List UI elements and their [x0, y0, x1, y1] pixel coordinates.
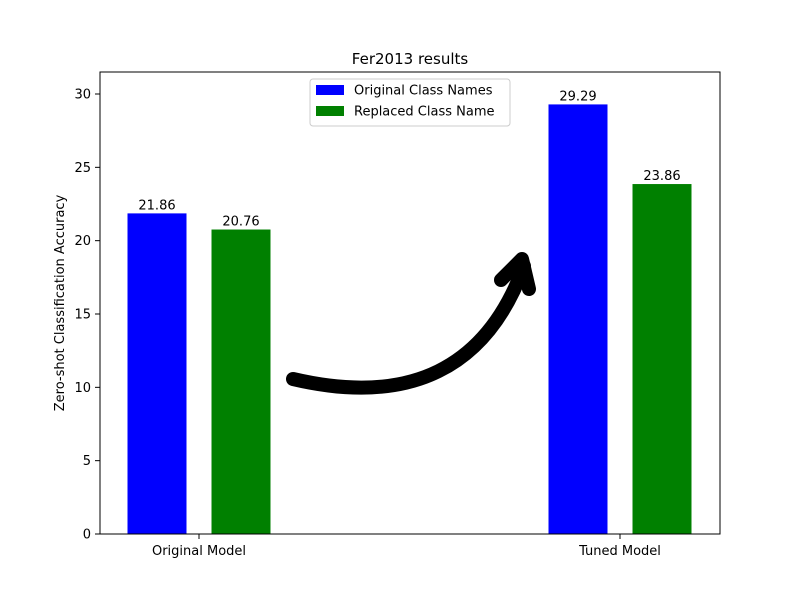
- y-tick-label: 10: [74, 381, 91, 396]
- x-tick-label: Original Model: [152, 544, 246, 559]
- bar-0-0: [127, 213, 187, 535]
- y-tick-label: 30: [74, 88, 91, 103]
- legend-swatch: [316, 106, 344, 116]
- legend-label: Replaced Class Name: [354, 105, 495, 120]
- arrow-head-icon: [494, 252, 536, 296]
- legend-box: [309, 78, 511, 127]
- bar-value-label: 29.29: [559, 89, 596, 104]
- chart-title: Fer2013 results: [352, 50, 469, 68]
- bar-value-label: 21.86: [138, 198, 175, 213]
- bar-labels-group: 21.86 29.29 20.76 23.86: [138, 89, 680, 229]
- bar-0-1: [211, 229, 271, 534]
- bar-value-label: 23.86: [643, 169, 680, 184]
- y-tick-label: 5: [83, 454, 91, 469]
- legend: Original Class Names Replaced Class Name: [309, 78, 511, 127]
- y-ticks-group: 0 5 10 15 20 25 30: [74, 88, 100, 543]
- bar-1-1: [632, 184, 692, 534]
- y-tick-label: 25: [74, 161, 91, 176]
- legend-swatch: [316, 85, 344, 95]
- y-axis-label: Zero-shot Classification Accuracy: [53, 194, 68, 411]
- y-tick-label: 15: [74, 308, 91, 323]
- legend-label: Original Class Names: [354, 84, 493, 99]
- y-tick-label: 0: [83, 528, 91, 543]
- curved-arrow-icon: [286, 259, 531, 395]
- x-tick-label: Tuned Model: [578, 544, 661, 559]
- bars-group: [127, 104, 692, 535]
- y-tick-label: 20: [74, 234, 91, 249]
- x-ticks-group: Original Model Tuned Model: [152, 534, 661, 559]
- plot-frame: [99, 71, 721, 535]
- bar-1-0: [548, 104, 608, 534]
- bar-value-label: 20.76: [222, 215, 259, 230]
